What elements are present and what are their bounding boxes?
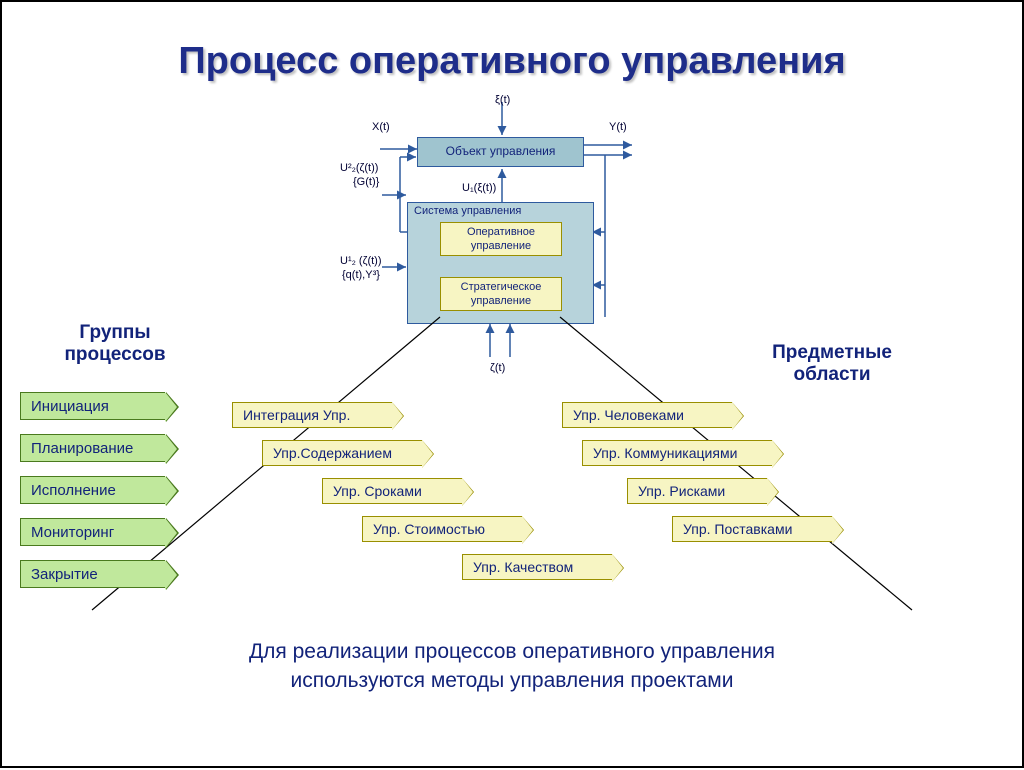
group-planning-label: Планирование — [31, 440, 133, 457]
group-planning: Планирование — [20, 434, 165, 462]
area-integration-label: Интеграция Упр. — [243, 407, 350, 423]
group-closing-label: Закрытие — [31, 566, 98, 583]
group-closing: Закрытие — [20, 560, 165, 588]
area-human-label: Упр. Человеками — [573, 407, 684, 423]
cs-lbl-zeta: ζ(t) — [490, 362, 505, 374]
section-label-areas: Предметные области — [742, 342, 922, 386]
area-cost: Упр. Стоимостью — [362, 516, 522, 542]
cs-lbl-u22: U²₂(ζ(t)) — [340, 162, 378, 174]
area-time-label: Упр. Сроками — [333, 483, 422, 499]
area-communications: Упр. Коммуникациями — [582, 440, 772, 466]
area-scope: Упр.Содержанием — [262, 440, 422, 466]
group-initiation: Инициация — [20, 392, 165, 420]
group-monitoring: Мониторинг — [20, 518, 165, 546]
group-execution-label: Исполнение — [31, 482, 116, 499]
caption-line-1: Для реализации процессов оперативного уп… — [249, 640, 775, 663]
area-scope-label: Упр.Содержанием — [273, 445, 392, 461]
area-cost-label: Упр. Стоимостью — [373, 521, 485, 537]
cs-operational-box: Оперативное управление — [440, 222, 562, 256]
cs-lbl-gt: {G(t)} — [353, 176, 379, 188]
slide-caption: Для реализации процессов оперативного уп… — [2, 637, 1022, 696]
section-label-areas-text: Предметные области — [772, 342, 892, 385]
section-label-groups-text: Группы процессов — [64, 322, 165, 365]
group-initiation-label: Инициация — [31, 398, 109, 415]
control-system-diagram: Объект управления Система управления Опе… — [392, 102, 622, 362]
cs-lbl-u1xi: U₁(ξ(t)) — [462, 182, 496, 194]
cs-system-label: Система управления — [414, 205, 521, 217]
area-procurement-label: Упр. Поставками — [683, 521, 792, 537]
cs-lbl-xt: X(t) — [372, 121, 390, 133]
area-quality-label: Упр. Качеством — [473, 559, 573, 575]
area-communications-label: Упр. Коммуникациями — [593, 445, 737, 461]
cs-lbl-qty3: {q(t),Y³} — [342, 269, 380, 281]
cs-strategic-box: Стратегическое управление — [440, 277, 562, 311]
cs-lbl-u12: U¹₂ (ζ(t)) — [340, 255, 382, 267]
cs-lbl-yt: Y(t) — [609, 121, 627, 133]
area-human: Упр. Человеками — [562, 402, 732, 428]
slide-title: Процесс оперативного управления — [2, 40, 1022, 83]
area-time: Упр. Сроками — [322, 478, 462, 504]
area-integration: Интеграция Упр. — [232, 402, 392, 428]
area-risks-label: Упр. Рисками — [638, 483, 725, 499]
area-quality: Упр. Качеством — [462, 554, 612, 580]
cs-object-box: Объект управления — [417, 137, 584, 167]
caption-line-2: используются методы управления проектами — [291, 669, 734, 692]
group-monitoring-label: Мониторинг — [31, 524, 114, 541]
area-procurement: Упр. Поставками — [672, 516, 832, 542]
area-risks: Упр. Рисками — [627, 478, 767, 504]
cs-lbl-xi: ξ(t) — [495, 94, 510, 106]
group-execution: Исполнение — [20, 476, 165, 504]
section-label-groups: Группы процессов — [40, 322, 190, 366]
